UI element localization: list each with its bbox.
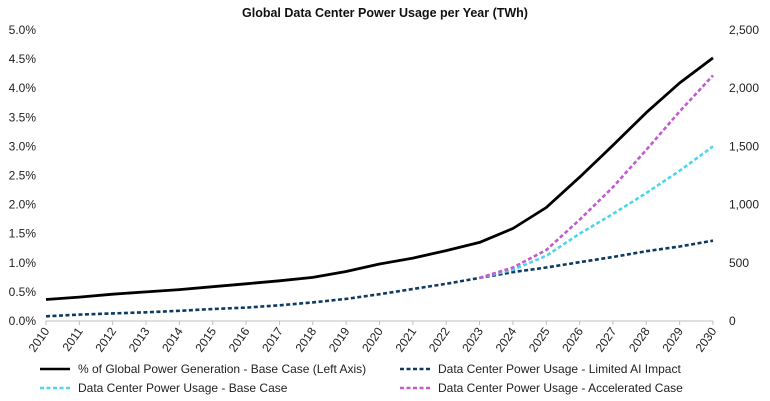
- x-tick-label: 2012: [92, 324, 119, 354]
- left-tick-label: 0.5%: [9, 285, 37, 299]
- x-tick-label: 2013: [126, 324, 153, 354]
- x-tick-label: 2018: [292, 324, 319, 354]
- chart-title: Global Data Center Power Usage per Year …: [242, 6, 528, 20]
- right-tick-label: 500: [729, 256, 749, 270]
- series-layer: [45, 56, 714, 318]
- x-tick-label: 2010: [26, 324, 53, 354]
- left-tick-label: 3.5%: [9, 110, 37, 124]
- series-line-1: [45, 239, 714, 318]
- left-tick-label: 2.0%: [9, 198, 37, 212]
- axes: 0.0% 0.5% 1.0% 1.5% 2.0% 2.5% 3.0% 3.5% 4.0% 4.5%…: [9, 23, 760, 355]
- right-tick-label: 1,500: [729, 139, 759, 153]
- left-tick-label: 4.5%: [9, 52, 37, 66]
- series-line-2: [479, 145, 714, 280]
- x-tick-label: 2028: [626, 324, 653, 354]
- series-line-3: [479, 74, 714, 280]
- right-tick-label: 2,000: [729, 81, 759, 95]
- x-tick-label: 2011: [60, 324, 86, 353]
- x-tick-label: 2021: [393, 324, 420, 354]
- left-tick-label: 4.0%: [9, 81, 37, 95]
- x-tick-label: 2022: [426, 324, 453, 354]
- left-tick-label: 2.5%: [9, 169, 37, 183]
- x-tick-label: 2024: [493, 324, 520, 354]
- series-line-0: [45, 56, 714, 301]
- left-tick-label: 5.0%: [9, 23, 37, 37]
- x-tick-label: 2017: [259, 324, 286, 354]
- x-tick-label: 2026: [559, 324, 586, 354]
- x-tick-label: 2019: [326, 324, 353, 354]
- x-tick-label: 2025: [526, 324, 553, 354]
- x-tick-label: 2020: [359, 324, 386, 354]
- x-tick-label: 2016: [226, 324, 253, 354]
- legend: % of Global Power Generation - Base Case…: [40, 362, 683, 395]
- left-tick-label: 1.5%: [9, 227, 37, 241]
- legend-label: Data Center Power Usage - Base Case: [78, 381, 288, 395]
- x-tick-label: 2015: [192, 324, 219, 354]
- x-tick-label: 2023: [459, 324, 486, 354]
- x-tick-label: 2029: [659, 324, 686, 354]
- legend-label: Data Center Power Usage - Accelerated Ca…: [438, 381, 683, 395]
- x-tick-label: 2027: [593, 324, 620, 354]
- legend-label: % of Global Power Generation - Base Case…: [78, 362, 366, 376]
- right-tick-label: 2,500: [729, 23, 759, 37]
- left-tick-label: 3.0%: [9, 139, 37, 153]
- legend-label: Data Center Power Usage - Limited AI Imp…: [438, 362, 681, 376]
- right-tick-label: 1,000: [729, 198, 759, 212]
- left-tick-label: 0.0%: [9, 314, 37, 328]
- x-tick-label: 2030: [693, 324, 720, 354]
- x-tick-label: 2014: [159, 324, 186, 354]
- right-tick-label: 0: [729, 314, 736, 328]
- left-tick-label: 1.0%: [9, 256, 37, 270]
